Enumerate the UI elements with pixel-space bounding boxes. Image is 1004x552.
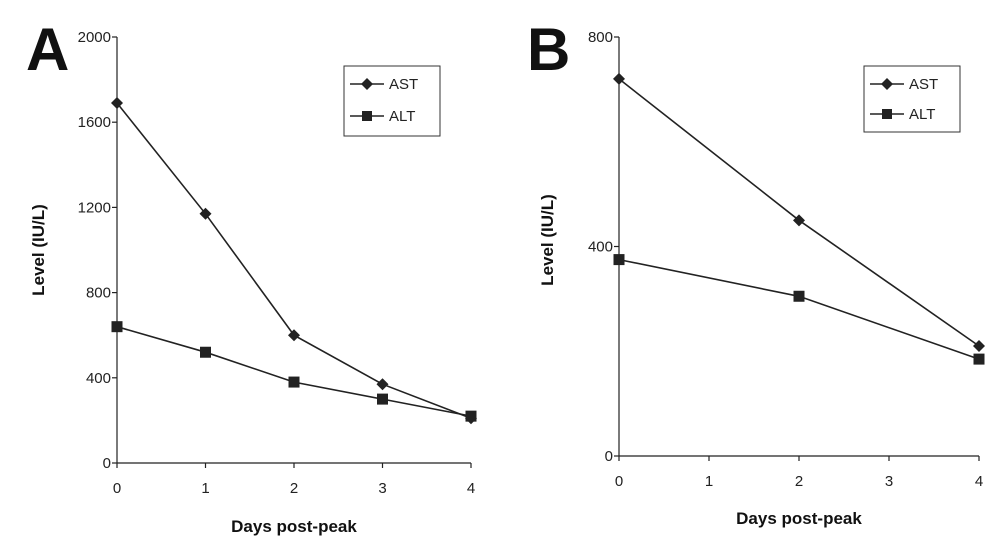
panel-a-legend-ast-marker <box>361 78 373 90</box>
panel-a-legend: AST ALT <box>343 65 441 137</box>
panel-b: B 0 400 800 0 1 2 3 4 Days post-peak Level (IU… <box>527 16 985 528</box>
panel-b-legend-alt-label: ALT <box>909 106 935 123</box>
alt-series-line <box>618 258 980 360</box>
panel-a-x-ticks: 0 1 2 3 4 <box>113 463 475 497</box>
ast-data-point <box>973 340 985 353</box>
alt-data-point <box>793 290 805 302</box>
y-tick-label: 400 <box>588 239 613 256</box>
y-tick-label: 2000 <box>78 29 111 46</box>
panel-b-y-ticks: 0 400 800 <box>588 29 619 465</box>
x-tick-label: 3 <box>885 473 893 490</box>
y-tick-label: 0 <box>103 455 111 472</box>
panel-a-legend-alt-label: ALT <box>389 108 415 125</box>
panel-a-series <box>111 97 477 425</box>
ast-data-point <box>199 207 212 220</box>
y-tick-label: 0 <box>605 448 613 465</box>
y-tick-label: 1200 <box>78 199 111 216</box>
panel-a: A 0 400 800 1200 1600 2000 0 1 2 3 4 Days post-pe… <box>26 16 477 536</box>
panel-b-legend-ast-label: AST <box>909 76 938 93</box>
panel-b-series <box>613 72 985 365</box>
panel-a-legend-alt-marker <box>362 111 372 121</box>
x-tick-label: 0 <box>615 473 623 490</box>
panel-b-legend-alt-marker <box>882 109 892 119</box>
panel-b-x-ticks: 0 1 2 3 4 <box>615 456 983 490</box>
panel-a-y-ticks: 0 400 800 1200 1600 2000 <box>78 29 117 472</box>
alt-data-point <box>111 321 123 333</box>
alt-data-point <box>377 393 388 405</box>
x-tick-label: 1 <box>201 480 209 497</box>
panel-a-label: A <box>26 16 69 83</box>
x-tick-label: 3 <box>378 480 386 497</box>
panel-b-label: B <box>527 16 570 83</box>
panel-b-y-axis-title: Level (IU/L) <box>538 194 557 286</box>
panel-b-legend-ast-marker <box>881 78 893 90</box>
panel-a-legend-ast-label: AST <box>389 76 418 93</box>
alt-data-point <box>973 353 985 365</box>
panel-a-legend-box <box>343 65 441 137</box>
y-tick-label: 400 <box>86 370 111 387</box>
alt-data-point <box>288 376 300 388</box>
panel-a-x-axis-title: Days post-peak <box>231 517 357 536</box>
panel-b-x-axis-title: Days post-peak <box>736 509 862 528</box>
ast-data-point <box>793 214 805 227</box>
x-tick-label: 1 <box>705 473 713 490</box>
panel-b-legend: AST ALT <box>863 65 961 133</box>
panel-b-legend-box <box>863 65 961 133</box>
x-tick-label: 4 <box>467 480 475 497</box>
y-tick-label: 1600 <box>78 114 111 131</box>
panel-a-y-axis-title: Level (IU/L) <box>29 204 48 296</box>
ast-data-point <box>376 378 389 391</box>
ast-data-point <box>288 329 300 342</box>
alt-data-point <box>465 410 477 422</box>
ast-data-point <box>111 97 123 110</box>
x-tick-label: 0 <box>113 480 121 497</box>
ast-series-line <box>116 102 472 420</box>
alt-data-point <box>613 254 625 266</box>
ast-data-point <box>613 72 625 85</box>
y-tick-label: 800 <box>588 29 613 46</box>
x-tick-label: 2 <box>795 473 803 490</box>
x-tick-label: 2 <box>290 480 298 497</box>
alt-data-point <box>200 346 211 358</box>
y-tick-label: 800 <box>86 285 111 302</box>
x-tick-label: 4 <box>975 473 983 490</box>
